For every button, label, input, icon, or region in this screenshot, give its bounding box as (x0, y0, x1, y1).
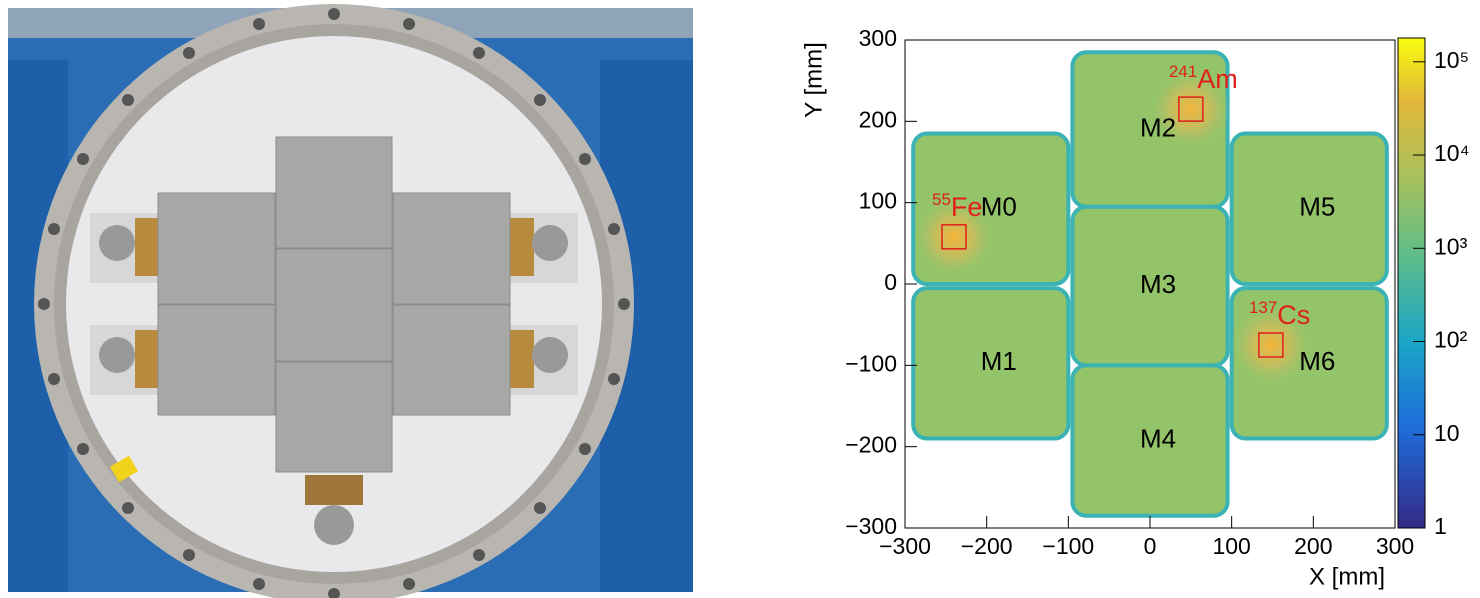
source-label: 241Am (1169, 63, 1238, 95)
module-label: M6 (1299, 346, 1335, 376)
source-mass: 241 (1169, 63, 1197, 82)
source-box (1258, 332, 1284, 358)
z-tick-label: 10⁵ (1434, 47, 1469, 73)
y-tick-label: −200 (845, 432, 897, 458)
x-tick-label: 200 (1294, 533, 1332, 559)
x-tick-label: 300 (1376, 533, 1414, 559)
y-tick-label: 0 (884, 269, 897, 295)
z-tick-label: 1 (1434, 513, 1447, 539)
source-box (941, 224, 967, 250)
module-label: M5 (1299, 192, 1335, 222)
y-tick-label: 300 (859, 25, 897, 51)
hotspot (1230, 305, 1311, 385)
source-label: 55Fe (932, 190, 982, 222)
z-tick-label: 10³ (1434, 233, 1468, 259)
source-element: Cs (1277, 300, 1310, 330)
module-label: M3 (1140, 269, 1176, 299)
source-label: 137Cs (1249, 298, 1310, 330)
module-label: M4 (1140, 423, 1176, 453)
x-tick-label: −200 (961, 533, 1013, 559)
y-axis-label: Y [mm] (800, 42, 827, 118)
z-tick-label: 10 (1434, 420, 1460, 446)
z-tick-label: 10² (1434, 327, 1468, 353)
x-tick-label: 100 (1212, 533, 1250, 559)
source-box (1178, 96, 1204, 122)
module (1070, 363, 1230, 518)
x-tick-label: −100 (1042, 533, 1094, 559)
module-label: M0 (981, 192, 1017, 222)
module (911, 286, 1071, 441)
y-tick-label: 200 (859, 106, 897, 132)
color-bar (1397, 37, 1426, 529)
module (1229, 131, 1389, 286)
hotspot (1150, 69, 1231, 150)
module-label: M1 (981, 346, 1017, 376)
source-element: Am (1197, 64, 1238, 94)
x-tick-label: 0 (1144, 533, 1157, 559)
module-label: M2 (1140, 112, 1176, 142)
detector-photo (8, 4, 693, 598)
y-tick-label: −300 (845, 513, 897, 539)
source-mass: 55 (932, 190, 951, 209)
x-axis-label: X [mm] (1309, 563, 1385, 590)
x-tick-label: −300 (879, 533, 931, 559)
y-tick-label: −100 (845, 350, 897, 376)
source-element: Fe (951, 192, 983, 222)
hotspot (914, 196, 994, 277)
source-mass: 137 (1249, 298, 1277, 317)
y-tick-label: 100 (859, 188, 897, 214)
z-tick-label: 10⁴ (1434, 140, 1469, 166)
